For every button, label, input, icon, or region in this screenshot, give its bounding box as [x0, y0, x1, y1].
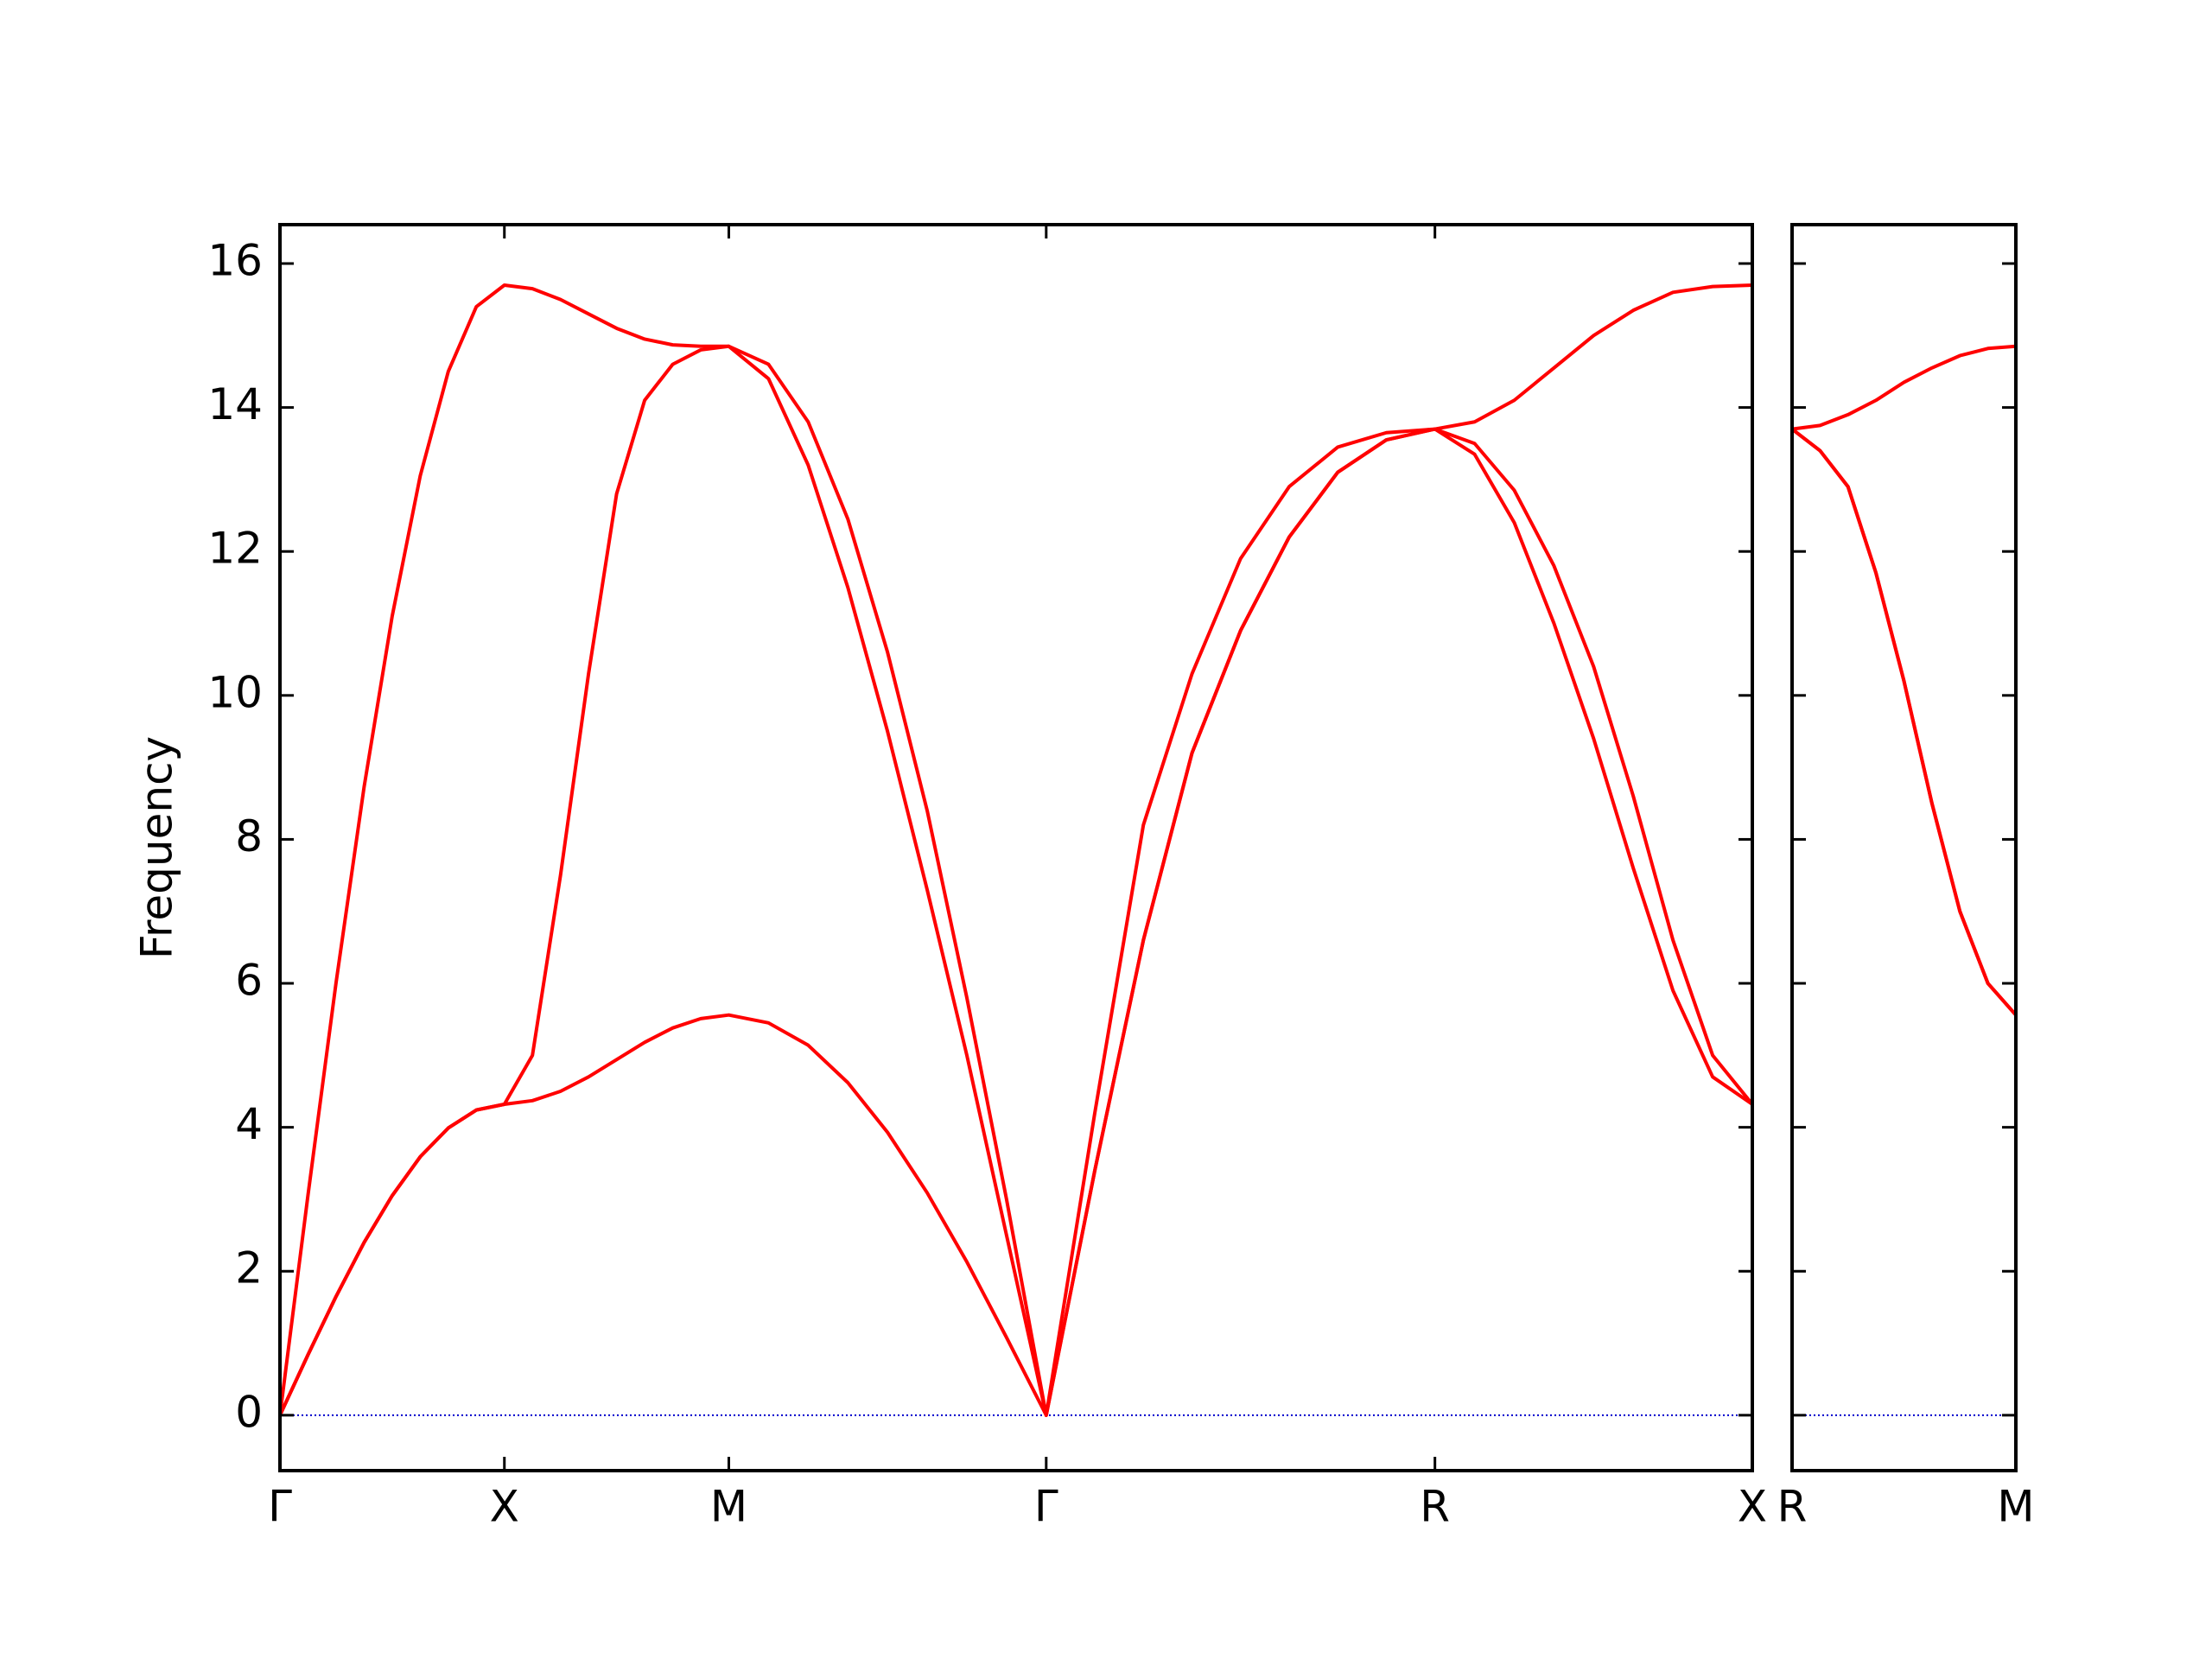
x-tick-label: M [710, 1482, 747, 1532]
band-line [1790, 427, 2018, 1017]
x-tick-label: R [1420, 1482, 1450, 1532]
y-tick-label: 14 [207, 379, 263, 429]
band-line [1790, 427, 2018, 1017]
y-tick-label: 16 [207, 235, 263, 285]
x-tick-label: X [1738, 1482, 1767, 1532]
band-line [278, 283, 1753, 1417]
x-tick-label: X [490, 1482, 519, 1532]
y-tick-label: 10 [207, 667, 263, 717]
y-tick-label: 8 [235, 811, 263, 861]
y-tick-label: 12 [207, 524, 263, 574]
x-tick-label: Γ [268, 1482, 292, 1532]
x-tick-label: Γ [1034, 1482, 1058, 1532]
band-line [278, 344, 1754, 1417]
y-tick-label: 0 [235, 1387, 263, 1437]
plot-frame [1790, 223, 2018, 1472]
y-tick-label: 6 [235, 956, 263, 1006]
x-tick-label: M [1997, 1482, 2034, 1532]
x-tick-label: R [1777, 1482, 1808, 1532]
plot-frame [278, 223, 1754, 1472]
band-line [278, 427, 1754, 1417]
y-tick-label: 2 [235, 1243, 263, 1294]
y-tick-label: 4 [235, 1099, 263, 1149]
band-line [1791, 344, 2017, 431]
y-axis-label: Frequency [132, 736, 182, 959]
